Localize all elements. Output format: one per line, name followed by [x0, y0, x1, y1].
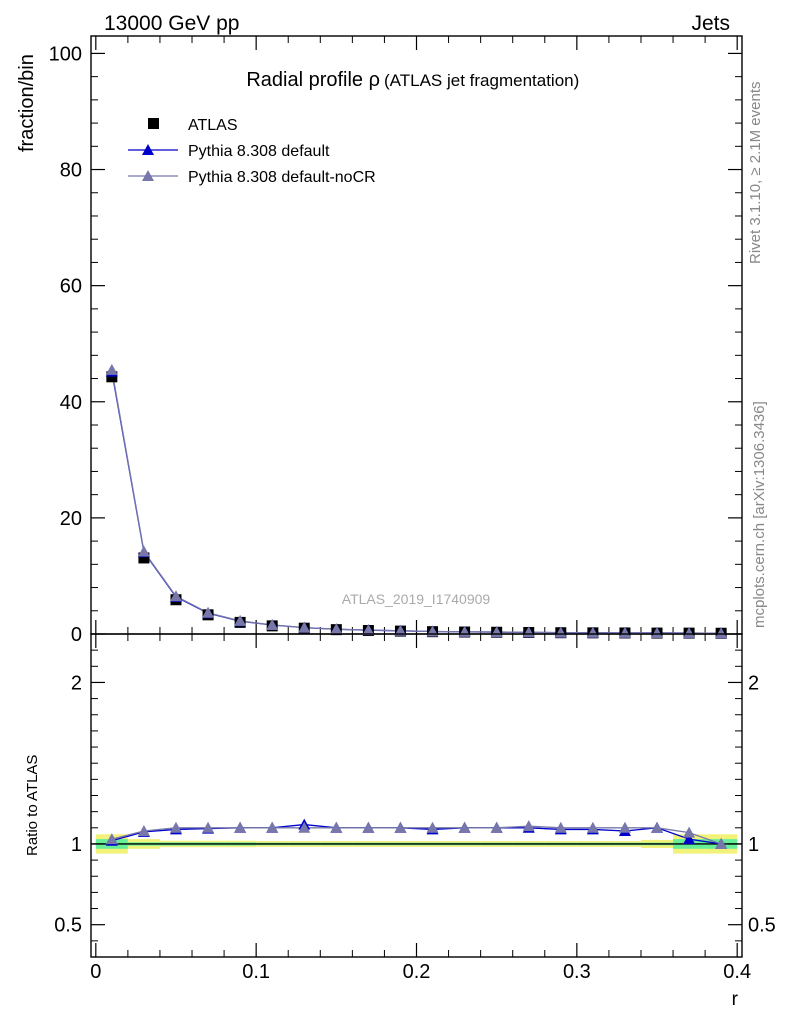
mc-point-2 [202, 606, 215, 618]
main-y-tick-label: 0 [71, 624, 82, 646]
main-subtitle: (ATLAS jet fragmentation) [384, 71, 579, 90]
main-y-tick-label: 60 [60, 276, 82, 298]
legend-label-atlas: ATLAS [188, 117, 238, 134]
rivet-side-label: Rivet 3.1.10, ≥ 2.1M events [747, 82, 764, 265]
main-y-tick-label: 80 [60, 160, 82, 182]
legend-marker-nocr [142, 170, 154, 181]
mcplots-side-label: mcplots.cern.ch [arXiv:1306.3436] [751, 401, 768, 628]
ratio-point-1 [105, 833, 118, 845]
legend-marker-default [142, 144, 154, 155]
ratio-point-1 [554, 821, 567, 833]
main-y-tick-label: 100 [49, 43, 82, 65]
mc-point-2 [651, 626, 664, 638]
ratio-y-tick-label-right: 1 [748, 834, 759, 856]
ratio-y-axis-label: Ratio to ATLAS [24, 755, 41, 856]
header-left-label: 13000 GeV pp [104, 12, 239, 35]
ratio-point-0 [683, 833, 696, 845]
ratio-point-1 [715, 837, 728, 849]
x-tick-label: 0 [90, 961, 101, 983]
ratio-series-line-0 [111, 823, 722, 845]
ratio-y-tick-label: 1 [71, 834, 82, 856]
ratio-point-1 [137, 825, 150, 837]
ratio-series-layer [105, 818, 728, 849]
main-title: Radial profile ρ [246, 69, 380, 91]
ratio-x-ticks: 0 0.1 0.2 0.3 0.4 [90, 634, 751, 983]
legend-label-nocr: Pythia 8.308 default-noCR [188, 169, 376, 186]
atlas-data-point [138, 552, 150, 564]
main-y-axis-label: fraction/bin [16, 54, 38, 152]
ratio-point-1 [330, 821, 343, 833]
mc-point-2 [586, 626, 599, 638]
ratio-uncertainty-bands [91, 834, 742, 854]
mc-point-2 [554, 626, 567, 638]
ratio-point-1 [362, 821, 375, 833]
ratio-point-1 [490, 821, 503, 833]
legend-label-default: Pythia 8.308 default [188, 143, 330, 160]
mc-point-2 [330, 623, 343, 635]
mc-point-2 [105, 363, 118, 375]
main-panel: 0 20 40 60 80 100 Radial profile ρ (ATLAS jet… [16, 35, 743, 646]
x-axis-label: r [732, 989, 739, 1010]
mc-point-2 [394, 624, 407, 636]
legend-marker-atlas [148, 118, 159, 129]
ratio-point-1 [683, 826, 696, 838]
main-y-tick-label: 20 [60, 508, 82, 530]
ratio-panel-frame [90, 633, 743, 958]
header-right-label: Jets [691, 12, 730, 35]
main-y-ticks: 0 20 40 60 80 100 [49, 43, 742, 646]
ratio-point-1 [522, 820, 535, 832]
legend: ATLAS Pythia 8.308 default Pythia 8.308 … [128, 117, 376, 186]
mc-point-2 [715, 627, 728, 639]
ratio-point-1 [298, 821, 311, 833]
ratio-point-1 [394, 821, 407, 833]
mc-point-2 [298, 621, 311, 633]
mc-point-2 [234, 614, 247, 626]
ratio-point-1 [651, 821, 664, 833]
ratio-y-tick-label: 0.5 [54, 915, 82, 937]
mc-point-2 [683, 627, 696, 639]
x-tick-label: 0.3 [563, 961, 591, 983]
ratio-point-1 [586, 821, 599, 833]
ratio-point-1 [266, 821, 279, 833]
mc-point-2 [169, 590, 182, 602]
ratio-panel: 0.5 0.51 12 2 0 0.1 0.2 0.3 0.4 Ratio to ATLAS … [24, 633, 776, 1010]
ratio-y-tick-label: 2 [71, 672, 82, 694]
mc-point-2 [618, 626, 631, 638]
ratio-y-ticks: 0.5 0.5 1 1 2 2 [54, 649, 776, 942]
mc-point-2 [362, 624, 375, 636]
analysis-id-annotation: ATLAS_2019_I1740909 [342, 591, 491, 607]
ratio-point-1 [202, 821, 215, 833]
x-tick-label: 0.4 [723, 961, 751, 983]
ratio-series-line-1 [111, 825, 722, 845]
atlas-data-point [106, 371, 118, 383]
ratio-point-1 [234, 821, 247, 833]
mc-point-2 [266, 618, 279, 630]
ratio-point-1 [618, 821, 631, 833]
mc-point-2 [137, 545, 150, 557]
ratio-y-tick-label-right: 2 [748, 672, 759, 694]
ratio-point-1 [426, 821, 439, 833]
main-y-tick-label: 40 [60, 392, 82, 414]
ratio-point-1 [458, 821, 471, 833]
ratio-point-1 [169, 821, 182, 833]
x-tick-label: 0.1 [242, 961, 270, 983]
x-tick-label: 0.2 [403, 961, 431, 983]
ratio-y-tick-label-right: 0.5 [748, 915, 776, 937]
